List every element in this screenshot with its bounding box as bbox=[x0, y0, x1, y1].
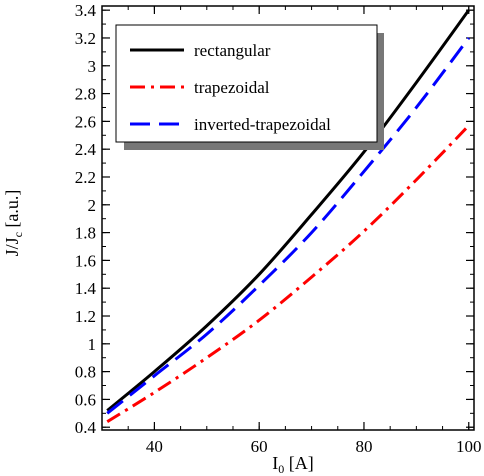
x-tick-label: 80 bbox=[355, 437, 372, 456]
y-tick-label: 3.4 bbox=[75, 1, 97, 20]
series-line-trapezoidal bbox=[106, 124, 470, 423]
x-axis-label-subscript: 0 bbox=[278, 462, 284, 476]
y-tick-label: 0.4 bbox=[75, 418, 97, 437]
legend-label-rectangular: rectangular bbox=[194, 41, 271, 60]
y-tick-label: 2 bbox=[88, 196, 97, 215]
x-axis-label: I0 [A] bbox=[272, 453, 314, 476]
x-axis-label-main: I bbox=[272, 453, 278, 473]
y-tick-label: 3.2 bbox=[75, 29, 96, 48]
y-axis-label-subscript: c bbox=[11, 232, 25, 237]
axis-ticks bbox=[101, 6, 474, 430]
y-tick-label: 2.6 bbox=[75, 112, 96, 131]
legend-label-inverted-trapezoidal: inverted-trapezoidal bbox=[194, 115, 331, 134]
y-axis-label-main: J/J bbox=[2, 237, 22, 256]
y-tick-label: 2.8 bbox=[75, 85, 96, 104]
tick-labels: 40 60 80 100 0.4 0.6 0.8 1 1.2 1.4 1.6 1.8 2 2.2 2.4 2.… bbox=[75, 1, 482, 456]
series-lines bbox=[106, 9, 470, 423]
y-axis-label-unit: [a.u.] bbox=[2, 190, 22, 232]
x-tick-label: 60 bbox=[251, 437, 268, 456]
y-tick-label: 0.6 bbox=[75, 390, 96, 409]
legend: rectangular trapezoidal inverted-trapezoid… bbox=[115, 24, 384, 150]
series-line-rectangular bbox=[106, 9, 470, 412]
y-tick-label: 1 bbox=[88, 335, 97, 354]
x-axis-label-unit: [A] bbox=[284, 453, 314, 473]
x-tick-label: 100 bbox=[456, 437, 482, 456]
y-tick-label: 2.4 bbox=[75, 140, 97, 159]
y-tick-label: 1.2 bbox=[75, 307, 96, 326]
y-tick-label: 1.8 bbox=[75, 224, 96, 243]
plot-frame bbox=[101, 5, 475, 431]
y-axis-label: J/Jc [a.u.] bbox=[2, 190, 25, 257]
y-tick-label: 0.8 bbox=[75, 363, 96, 382]
y-tick-label: 1.6 bbox=[75, 251, 96, 270]
legend-label-trapezoidal: trapezoidal bbox=[194, 78, 270, 97]
y-tick-label: 3 bbox=[88, 57, 97, 76]
x-tick-label: 40 bbox=[146, 437, 163, 456]
series-line-inverted-trapezoidal bbox=[106, 37, 470, 415]
y-tick-label: 2.2 bbox=[75, 168, 96, 187]
y-tick-label: 1.4 bbox=[75, 279, 97, 298]
